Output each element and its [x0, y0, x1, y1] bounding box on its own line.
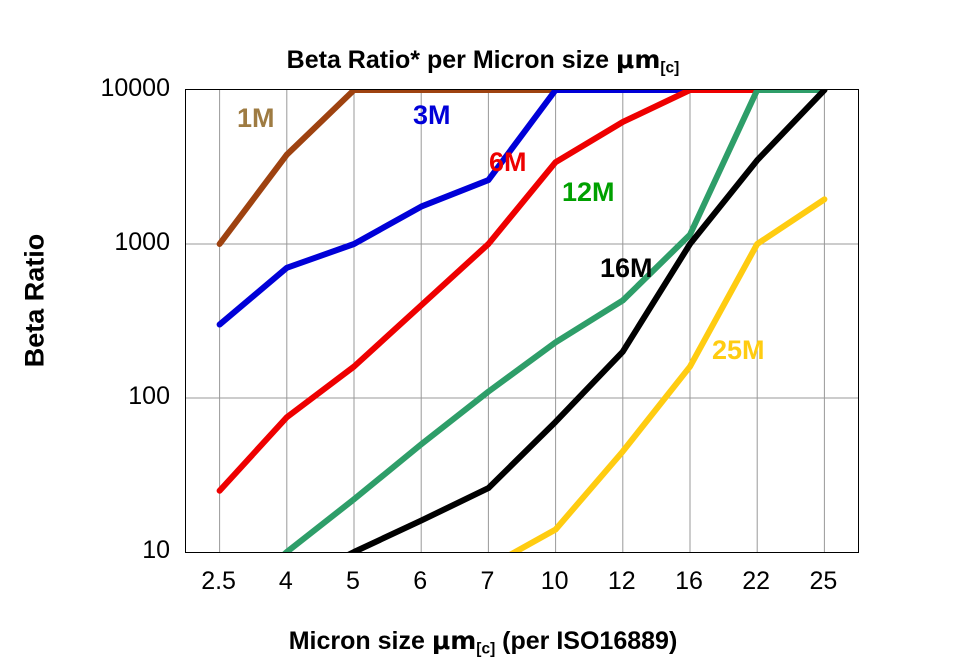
y-tick-label: 100	[128, 382, 170, 410]
plot-area	[185, 89, 859, 553]
series-line-16m	[347, 90, 828, 552]
x-tick-label: 16	[675, 567, 703, 595]
x-axis-title-pre: Micron size	[288, 627, 432, 655]
series-label-16m: 16M	[600, 253, 653, 283]
x-tick-label: 2.5	[201, 567, 236, 595]
x-axis-micron-unit: μm	[431, 626, 477, 655]
x-tick-label: 12	[607, 567, 636, 595]
chart-title-text: Beta Ratio* per Micron size	[286, 46, 616, 74]
x-tick-label: 5	[346, 567, 360, 595]
series-label-6m: 6M	[489, 147, 527, 177]
x-tick-label: 7	[480, 567, 495, 595]
series-label-1m: 1M	[237, 103, 275, 133]
chart-title-subscript: [c]	[660, 59, 680, 77]
chart-title-micron-unit: μm	[615, 45, 661, 74]
x-tick-label: 22	[742, 567, 771, 595]
x-axis-tick-labels: 2.5 4 5 6 7 10 12 16 22 25	[185, 566, 857, 602]
y-tick-label: 10	[142, 536, 170, 564]
x-axis-title-post: (per ISO16889)	[495, 627, 678, 655]
y-tick-label: 1000	[114, 228, 170, 256]
chart-title: Beta Ratio* per Micron size μm[c]	[0, 45, 966, 77]
series-line-1m	[216, 90, 828, 247]
y-tick-label: 10000	[100, 74, 170, 102]
plot-svg	[186, 90, 858, 552]
x-axis-subscript: [c]	[476, 640, 496, 658]
series-label-3m: 3M	[413, 100, 451, 130]
series-line-6m	[216, 90, 828, 494]
series-label-25m: 25M	[712, 335, 765, 365]
series-line-25m	[509, 196, 828, 552]
x-tick-label: 6	[413, 567, 428, 595]
x-axis-title: Micron size μm[c] (per ISO16889)	[0, 626, 966, 658]
x-tick-label: 25	[809, 567, 838, 595]
x-tick-label: 10	[540, 567, 569, 595]
series-line-3m	[216, 90, 828, 328]
x-tick-label: 4	[278, 567, 293, 595]
series-line-12m	[282, 90, 828, 552]
y-axis-tick-labels: 10000 1000 100 10	[40, 0, 170, 662]
series-label-12m: 12M	[562, 177, 615, 207]
